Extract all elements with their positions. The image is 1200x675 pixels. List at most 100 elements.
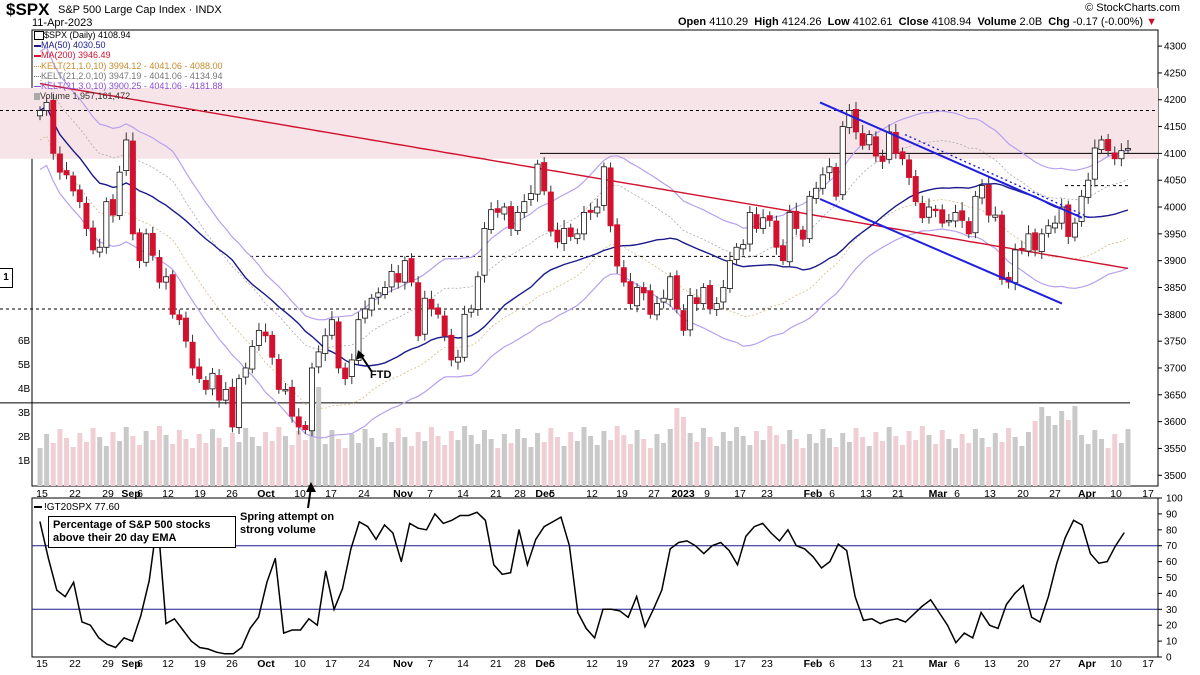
volume-bar xyxy=(860,437,866,486)
volume-bar xyxy=(448,431,454,486)
candle-body xyxy=(362,308,369,319)
volume-bar xyxy=(727,441,733,486)
breadth-point xyxy=(39,521,41,523)
volume-bar xyxy=(455,440,461,486)
volume-bar xyxy=(1006,428,1012,486)
lower-legend: !GT20SPX 77.60 xyxy=(34,502,120,513)
candle xyxy=(468,304,475,318)
lower-note: Percentage of S&P 500 stocks above their… xyxy=(48,516,236,548)
x-tick-label: Mar xyxy=(929,658,948,670)
candle-body xyxy=(806,195,813,240)
candle xyxy=(720,279,727,310)
candle xyxy=(819,167,826,195)
candle xyxy=(872,131,879,163)
breadth-point xyxy=(820,567,823,569)
breadth-point xyxy=(1106,561,1108,563)
lower-tick-label: 90 xyxy=(1166,509,1178,520)
x-tick-label: 6 xyxy=(829,658,835,670)
candle xyxy=(1038,228,1045,260)
x-tick-label: Feb xyxy=(804,488,823,500)
candle-body xyxy=(156,257,163,283)
x-tick-label: 13 xyxy=(860,658,872,670)
breadth-point xyxy=(1047,596,1049,598)
x-tick-label: Nov xyxy=(393,488,413,500)
x-tick-label: 21 xyxy=(892,658,904,670)
candle-body xyxy=(707,284,714,310)
volume-bar xyxy=(156,426,162,486)
breadth-point xyxy=(1014,592,1016,595)
breadth-point xyxy=(795,545,797,547)
candle xyxy=(375,287,382,305)
breadth-point xyxy=(274,557,276,560)
volume-bar xyxy=(1079,435,1085,486)
breadth-point xyxy=(417,527,419,529)
candle xyxy=(282,382,289,395)
breadth-point xyxy=(543,526,545,528)
ma50-line xyxy=(39,105,1129,367)
candle-body xyxy=(123,139,130,171)
candle-body xyxy=(527,193,534,200)
x-tick-label: 20 xyxy=(1017,488,1029,500)
breadth-point xyxy=(367,526,369,528)
candle xyxy=(348,353,355,385)
candle-body xyxy=(1018,247,1025,251)
volume-bar xyxy=(501,434,507,486)
candle xyxy=(647,284,654,319)
candle-body xyxy=(853,108,860,133)
candle-swatch-icon xyxy=(34,31,44,41)
candle-body xyxy=(395,273,402,283)
candle xyxy=(335,317,342,374)
candle-body xyxy=(109,199,116,216)
candle-body xyxy=(269,334,276,358)
breadth-point xyxy=(585,627,587,630)
breadth-point xyxy=(493,564,495,566)
candle-body xyxy=(381,287,388,295)
volume-bar xyxy=(176,430,182,486)
breadth-point xyxy=(232,653,234,655)
volume-bar xyxy=(1098,439,1104,486)
volume-bar xyxy=(249,437,255,486)
volume-bar xyxy=(840,433,846,486)
volume-bar xyxy=(1118,443,1124,486)
breadth-point xyxy=(56,589,58,591)
x-tick-label: 10 xyxy=(1110,488,1122,500)
candle-body xyxy=(335,321,342,369)
breadth-point xyxy=(1022,584,1024,587)
candle xyxy=(96,238,103,258)
x-tick-label: 23 xyxy=(761,658,773,670)
breadth-point xyxy=(627,616,629,618)
candle-body xyxy=(222,389,229,401)
candle-body xyxy=(945,220,952,223)
x-tick-label: Dec xyxy=(535,658,554,670)
candle xyxy=(992,206,999,222)
x-tick-label: 9 xyxy=(704,488,710,500)
candle xyxy=(680,304,687,336)
price-tick-label: 3500 xyxy=(1164,471,1187,482)
index-name: S&P 500 Large Cap Index · INDX xyxy=(58,4,222,16)
volume-bar xyxy=(753,431,759,486)
candle xyxy=(196,358,203,383)
candle xyxy=(985,177,992,223)
price-tick-label: 4250 xyxy=(1164,68,1187,79)
candle-body xyxy=(567,227,574,237)
breadth-point xyxy=(165,623,167,625)
volume-bar xyxy=(468,435,474,486)
x-tick-label: 12 xyxy=(162,658,174,670)
breadth-point xyxy=(720,541,722,544)
legend-ma200: MA(200) 3946.49 xyxy=(34,50,222,60)
candle xyxy=(799,225,806,247)
close-label: Close xyxy=(898,16,929,28)
breadth-point xyxy=(484,519,486,521)
ftd-arrowhead-icon xyxy=(356,350,365,360)
candle xyxy=(740,239,747,256)
candle-body xyxy=(508,206,515,229)
candle xyxy=(1105,134,1112,157)
breadth-point xyxy=(661,589,663,591)
x-tick-label: 17 xyxy=(1142,658,1154,670)
breadth-point xyxy=(106,643,108,645)
candle-body xyxy=(415,282,422,337)
candle-body xyxy=(129,140,136,235)
x-tick-label: Oct xyxy=(257,658,275,670)
candle-body xyxy=(733,246,740,261)
volume-bar xyxy=(415,432,421,486)
